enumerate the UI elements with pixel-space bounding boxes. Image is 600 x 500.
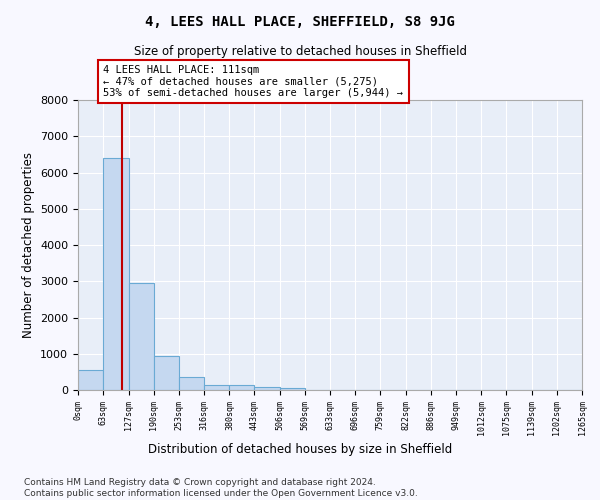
Bar <box>154 356 179 390</box>
Bar <box>229 386 254 390</box>
Bar <box>128 283 154 390</box>
Bar <box>204 386 229 390</box>
Text: Contains HM Land Registry data © Crown copyright and database right 2024.
Contai: Contains HM Land Registry data © Crown c… <box>24 478 418 498</box>
Bar <box>254 388 280 390</box>
Bar <box>78 370 103 390</box>
Text: 4, LEES HALL PLACE, SHEFFIELD, S8 9JG: 4, LEES HALL PLACE, SHEFFIELD, S8 9JG <box>145 15 455 29</box>
Y-axis label: Number of detached properties: Number of detached properties <box>22 152 35 338</box>
Bar <box>103 158 128 390</box>
Text: Distribution of detached houses by size in Sheffield: Distribution of detached houses by size … <box>148 442 452 456</box>
Text: Size of property relative to detached houses in Sheffield: Size of property relative to detached ho… <box>133 45 467 58</box>
Bar <box>179 376 204 390</box>
Bar <box>280 388 305 390</box>
Text: 4 LEES HALL PLACE: 111sqm
← 47% of detached houses are smaller (5,275)
53% of se: 4 LEES HALL PLACE: 111sqm ← 47% of detac… <box>103 65 403 98</box>
